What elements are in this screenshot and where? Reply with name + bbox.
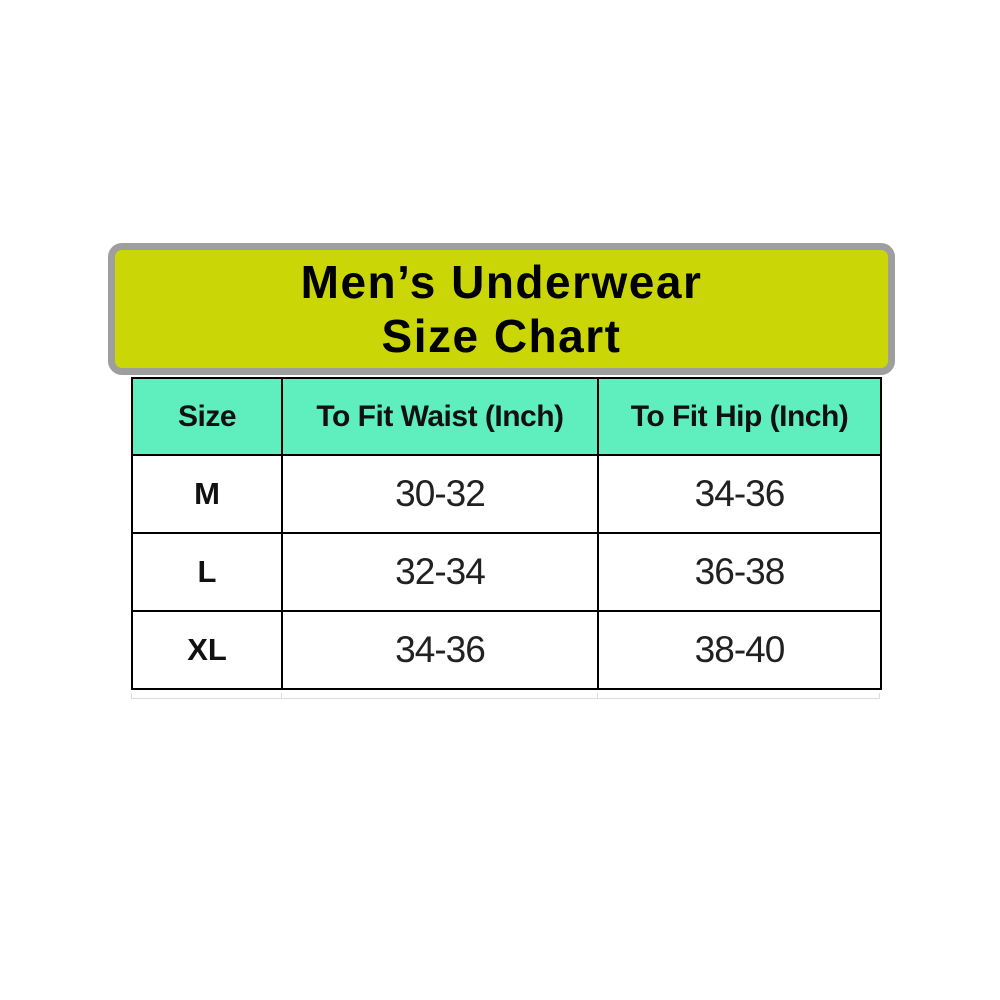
title-line-2: Size Chart	[381, 310, 622, 362]
title-line-1: Men’s Underwear	[300, 256, 703, 308]
cropped-next-row-hint	[131, 693, 880, 699]
table-row-m: M 30-32 34-36	[131, 454, 882, 534]
size-cell: XL	[131, 610, 283, 690]
size-table: Size To Fit Waist (Inch) To Fit Hip (Inc…	[131, 377, 882, 690]
column-header-waist: To Fit Waist (Inch)	[281, 377, 599, 456]
table-row-xl: XL 34-36 38-40	[131, 610, 882, 690]
column-header-hip: To Fit Hip (Inch)	[597, 377, 882, 456]
waist-cell: 30-32	[281, 454, 599, 534]
title-banner: Men’s Underwear Size Chart	[108, 243, 895, 375]
hip-cell: 36-38	[597, 532, 882, 612]
waist-cell: 32-34	[281, 532, 599, 612]
header-row: Size To Fit Waist (Inch) To Fit Hip (Inc…	[131, 377, 882, 456]
table-row-l: L 32-34 36-38	[131, 532, 882, 612]
size-cell: M	[131, 454, 283, 534]
hip-cell: 38-40	[597, 610, 882, 690]
column-header-size: Size	[131, 377, 283, 456]
size-cell: L	[131, 532, 283, 612]
waist-cell: 34-36	[281, 610, 599, 690]
hip-cell: 34-36	[597, 454, 882, 534]
